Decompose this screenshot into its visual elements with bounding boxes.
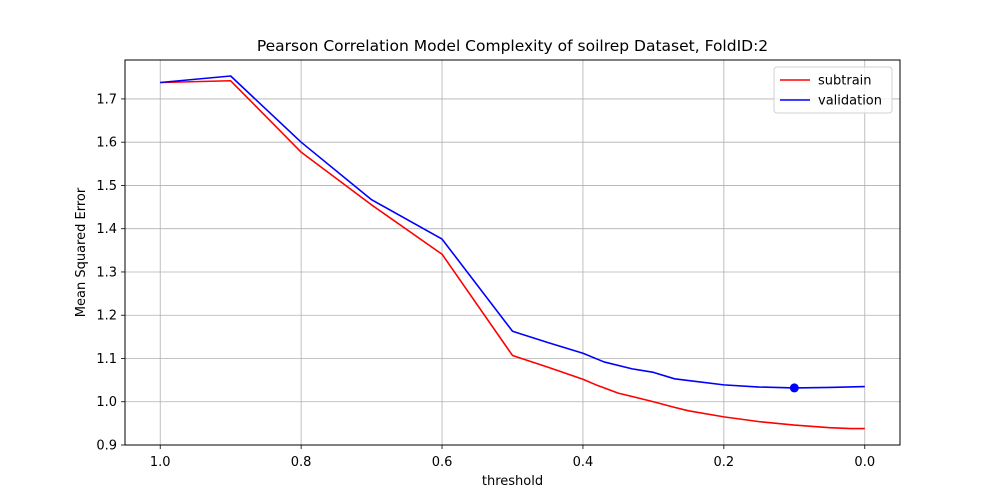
grid — [125, 60, 900, 446]
min-marker-validation — [789, 383, 799, 393]
y-tick-label: 1.3 — [96, 265, 117, 280]
x-tick-label: 1.0 — [150, 455, 171, 470]
series-layer — [160, 75, 865, 430]
x-axis-label: threshold — [482, 474, 543, 489]
y-tick-label: 1.5 — [96, 179, 117, 194]
y-tick-label: 1.0 — [96, 395, 117, 410]
x-tick-label: 0.4 — [573, 455, 594, 470]
legend-label-validation: validation — [818, 94, 882, 109]
x-tick-label: 0.2 — [714, 455, 735, 470]
chart-title: Pearson Correlation Model Complexity of … — [257, 37, 768, 55]
x-tick-label: 0.0 — [854, 455, 875, 470]
y-tick-label: 1.6 — [96, 136, 117, 151]
y-axis-label: Mean Squared Error — [74, 187, 89, 317]
series-line-subtrain — [160, 79, 865, 430]
y-tick-label: 1.7 — [96, 92, 117, 107]
y-tick-label: 1.2 — [96, 309, 117, 324]
y-tick-label: 1.4 — [96, 222, 117, 237]
x-tick-label: 0.8 — [291, 455, 312, 470]
y-tick-label: 1.1 — [96, 352, 117, 367]
y-tick-label: 0.9 — [96, 439, 117, 454]
plot-frame — [124, 59, 901, 446]
x-tick-label: 0.6 — [432, 455, 453, 470]
ticks: 1.0 0.8 0.6 0.4 0.2 0.0 0.9 1.0 1.1 1.2 1.3 1.4 1.5 1… — [96, 92, 875, 470]
legend-box — [773, 66, 893, 114]
series-line-validation — [160, 75, 865, 389]
legend-label-subtrain: subtrain — [818, 74, 872, 89]
legend: subtrain validation — [773, 66, 893, 114]
